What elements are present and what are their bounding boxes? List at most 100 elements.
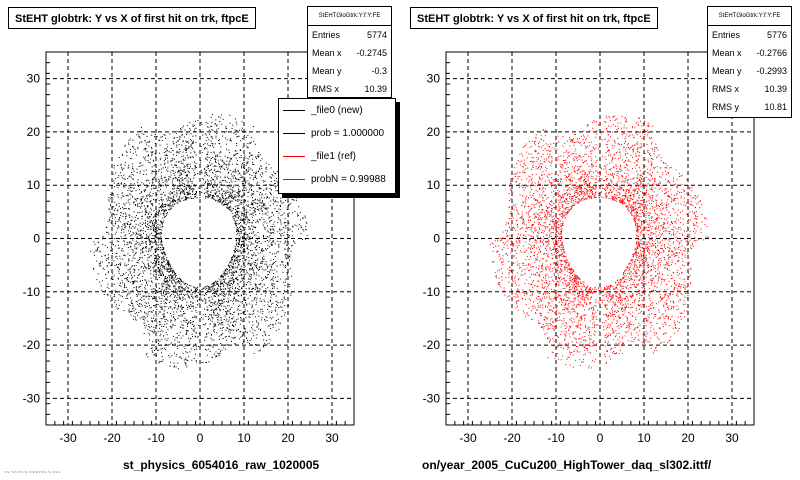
data-point (114, 217, 116, 219)
data-point (243, 266, 245, 268)
data-point (269, 264, 271, 266)
data-point (147, 220, 149, 222)
data-point (140, 200, 142, 202)
data-point (181, 300, 183, 301)
data-point (136, 293, 138, 295)
data-point (221, 166, 223, 168)
data-point (236, 242, 238, 244)
data-point (213, 198, 214, 200)
data-point (123, 274, 125, 275)
data-point (177, 171, 179, 173)
data-point (148, 141, 150, 143)
data-point (246, 211, 247, 213)
data-point (183, 311, 185, 312)
data-point (205, 121, 207, 123)
data-point (192, 188, 194, 189)
data-point (255, 260, 257, 261)
data-point (256, 219, 258, 221)
data-point (182, 327, 184, 329)
data-point (148, 238, 150, 240)
data-point (185, 344, 187, 346)
data-point (170, 191, 172, 193)
data-point (205, 196, 207, 198)
data-point (124, 227, 126, 229)
data-point (241, 241, 243, 242)
data-point (169, 365, 171, 367)
data-point (149, 211, 151, 213)
data-point (232, 266, 234, 268)
data-point (221, 276, 223, 278)
data-point (131, 234, 133, 236)
data-point (249, 207, 251, 208)
data-point (261, 261, 263, 263)
data-point (185, 321, 187, 323)
data-point (269, 317, 271, 319)
data-point (165, 203, 167, 205)
data-point (195, 196, 196, 198)
data-point (169, 206, 171, 208)
data-point (141, 305, 143, 307)
data-point (212, 347, 214, 348)
data-point (172, 185, 174, 187)
data-point (258, 322, 260, 324)
data-point (238, 172, 240, 174)
data-point (166, 214, 168, 216)
data-point (228, 319, 230, 321)
data-point (211, 126, 212, 127)
data-point (153, 227, 155, 229)
data-point (218, 314, 220, 316)
data-point (273, 196, 275, 198)
data-point (122, 169, 124, 171)
data-point (160, 242, 162, 244)
data-point (219, 286, 221, 288)
data-point (219, 190, 221, 192)
data-point (247, 211, 249, 213)
data-point (229, 181, 231, 183)
data-point (120, 232, 122, 234)
data-point (229, 157, 231, 159)
data-point (229, 308, 231, 310)
data-point (255, 337, 257, 339)
data-point (129, 225, 130, 227)
data-point (154, 330, 156, 332)
data-point (235, 271, 237, 273)
data-point (132, 305, 134, 307)
data-point (217, 306, 219, 308)
data-point (171, 280, 173, 282)
data-point (123, 208, 125, 210)
data-point (233, 170, 235, 172)
data-point (179, 189, 181, 191)
data-point (184, 317, 186, 319)
data-point (223, 305, 225, 307)
data-point (228, 206, 230, 208)
data-point (217, 290, 219, 292)
data-point (148, 264, 149, 266)
data-point (269, 228, 271, 230)
data-point (180, 184, 182, 186)
data-point (128, 164, 130, 166)
data-point (232, 280, 234, 282)
data-point (216, 195, 217, 197)
data-point (195, 193, 197, 195)
data-point (244, 218, 246, 220)
data-point (227, 197, 229, 199)
data-point (250, 276, 252, 278)
data-point (159, 233, 161, 235)
data-point (152, 178, 154, 180)
data-point (215, 155, 217, 157)
data-point (141, 191, 143, 193)
data-point (226, 327, 228, 329)
data-point (228, 196, 229, 198)
data-point (236, 234, 238, 236)
data-point (222, 159, 224, 161)
data-point (222, 288, 224, 290)
data-point (232, 300, 234, 302)
data-point (131, 276, 133, 278)
data-point (277, 231, 279, 233)
data-point (208, 288, 210, 290)
data-point (263, 250, 265, 251)
data-point (216, 199, 218, 201)
data-point (137, 277, 139, 279)
data-point (130, 190, 132, 192)
data-point (192, 126, 194, 127)
